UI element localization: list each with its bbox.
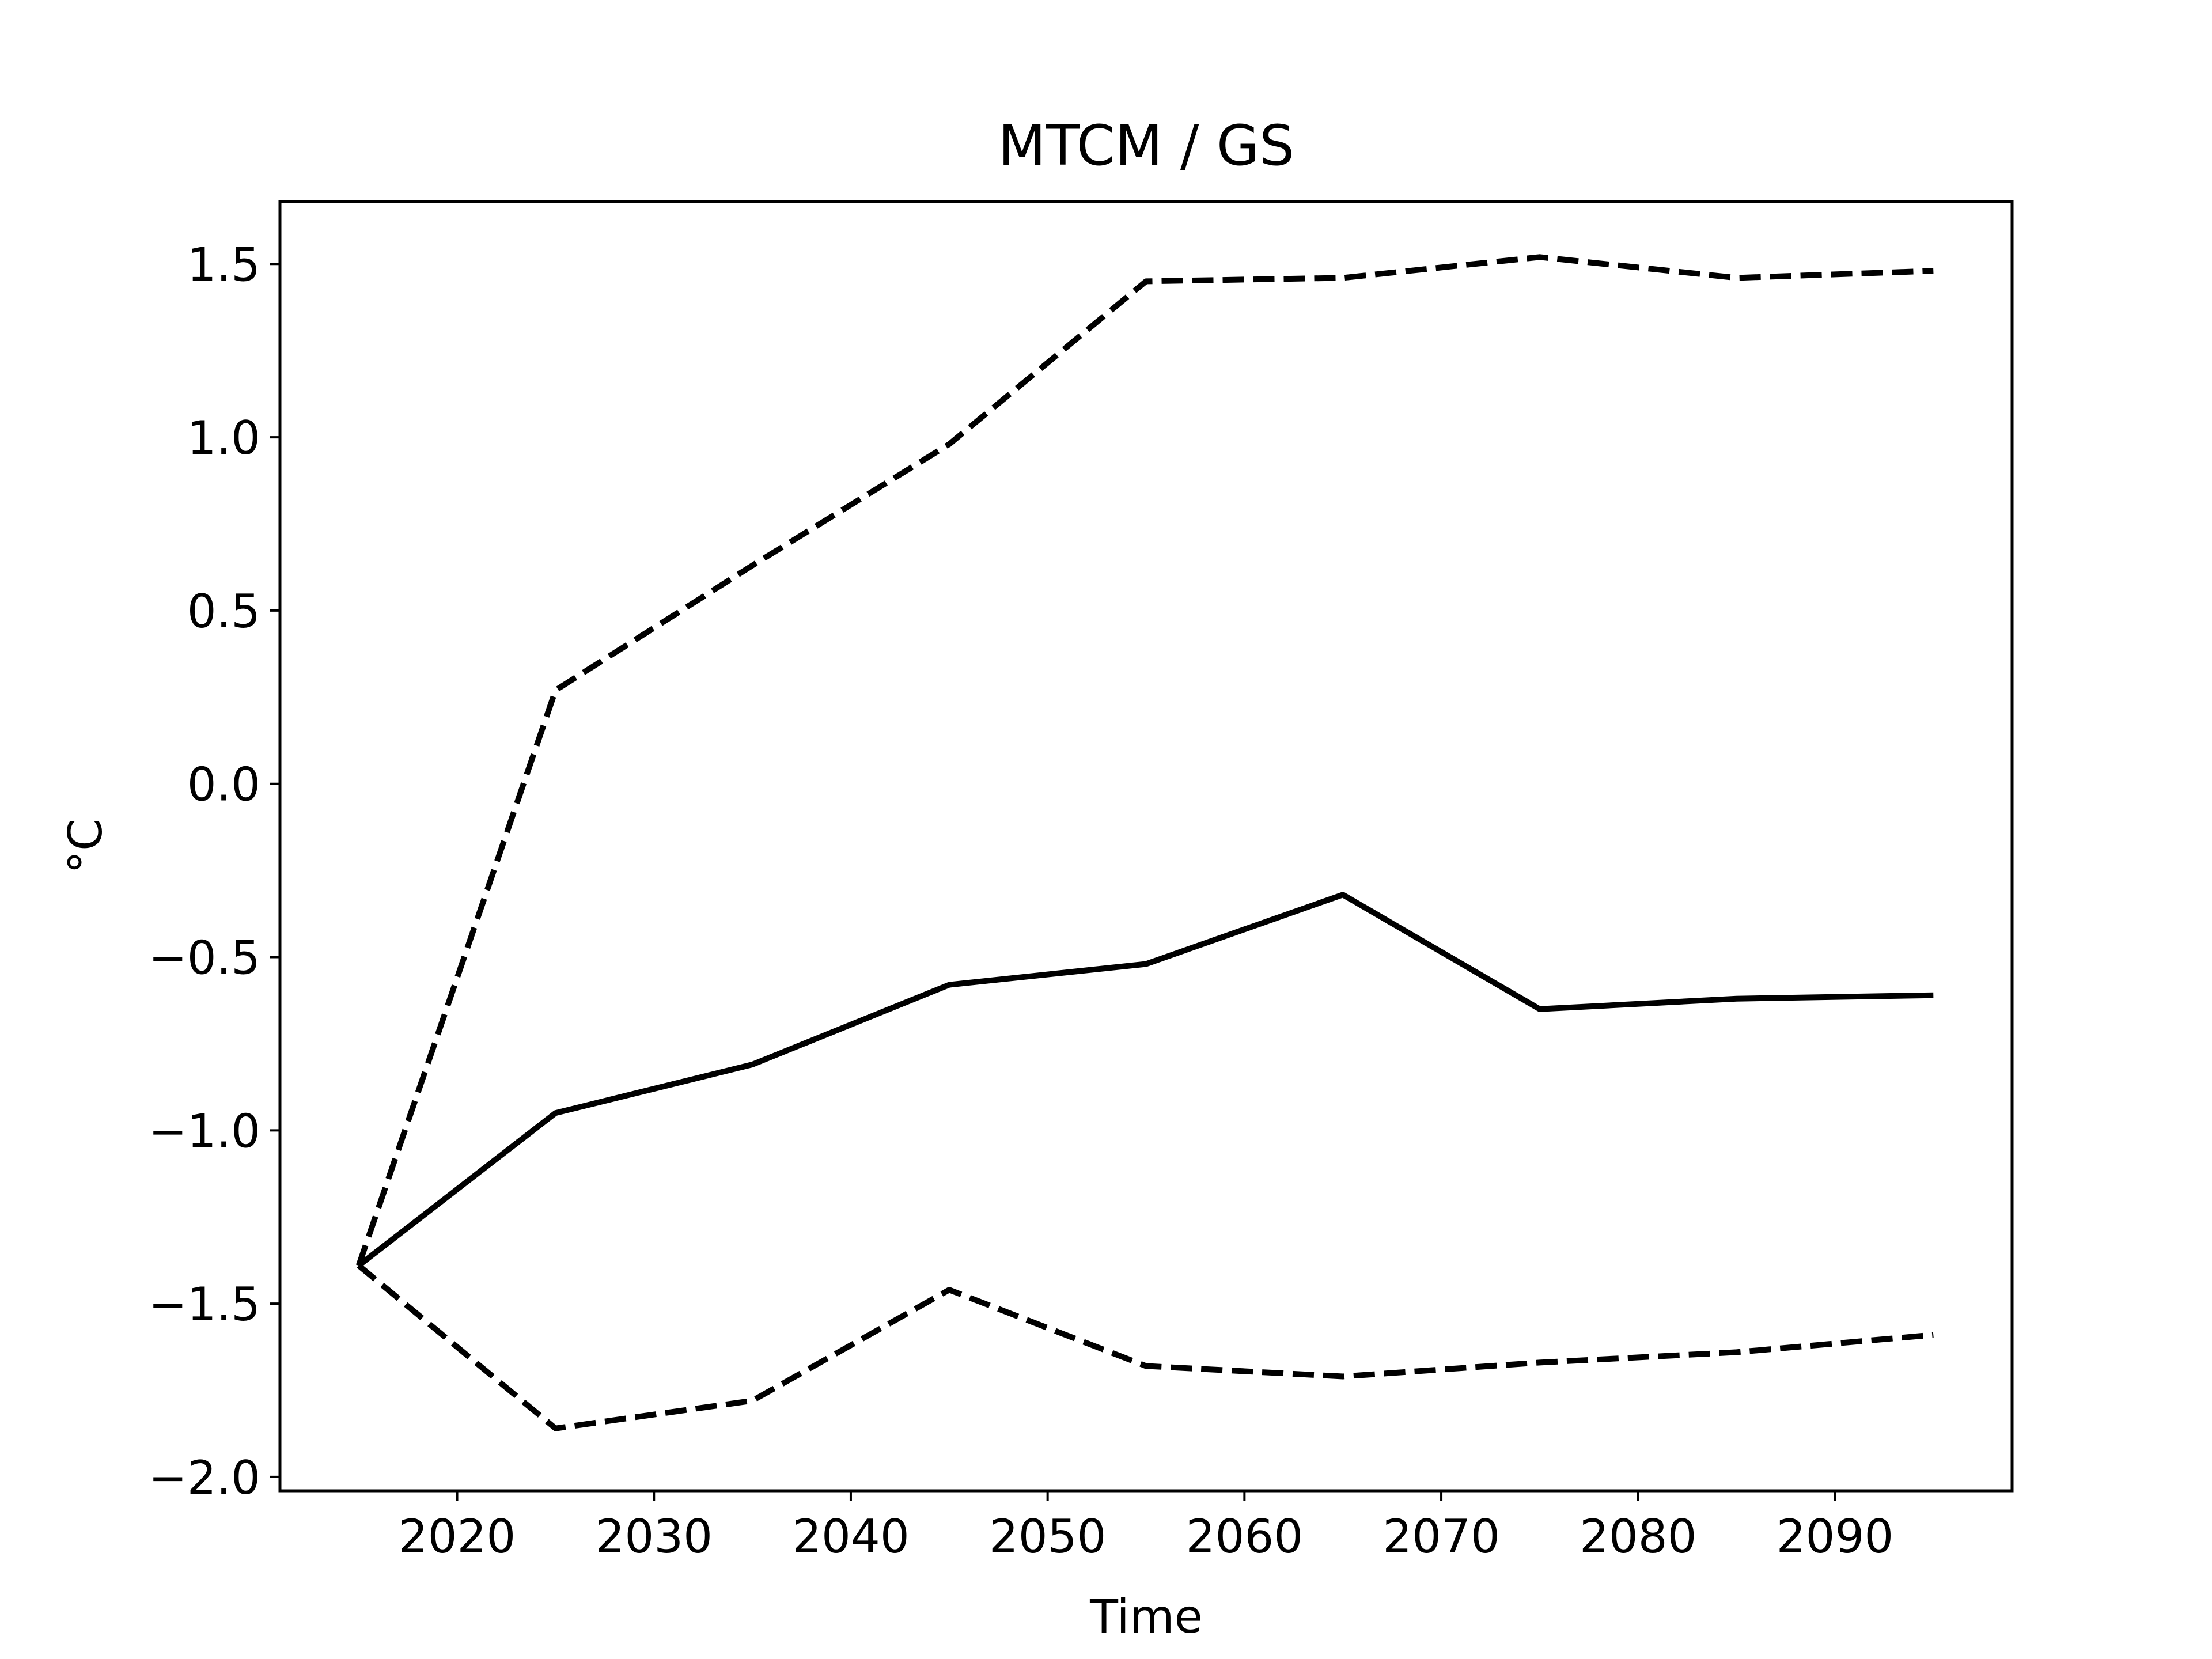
x-tick-label: 2060	[1186, 1510, 1304, 1563]
x-tick-label: 2070	[1382, 1510, 1500, 1563]
series-line-2	[357, 892, 1934, 1268]
series-line-1	[355, 254, 1934, 1267]
x-tick-label: 2080	[1580, 1510, 1697, 1563]
x-tick-label: 2090	[1777, 1510, 1894, 1563]
y-tick-label: 0.0	[187, 758, 260, 812]
y-tick-label: −1.0	[149, 1104, 260, 1158]
y-tick-label: 1.0	[187, 411, 260, 465]
y-tick-label: 0.5	[187, 585, 260, 638]
x-tick-label: 2050	[989, 1510, 1107, 1563]
series-line-3	[357, 1263, 1934, 1431]
y-axis-label: °C	[59, 819, 112, 874]
plot-frame	[278, 200, 2014, 1493]
y-tick-label: −1.5	[149, 1278, 260, 1331]
x-axis: 2020 2030 2040 2050 2060 2070 2080 2090	[399, 1491, 1894, 1563]
chart-title: MTCM / GS	[998, 113, 1294, 178]
y-tick-label: −2.0	[149, 1451, 260, 1505]
y-tick-label: −0.5	[149, 931, 260, 985]
series-layer	[355, 254, 1934, 1431]
x-tick-label: 2040	[792, 1510, 910, 1563]
x-axis-label: Time	[1089, 1590, 1203, 1643]
y-axis: −2.0 −1.5 −1.0 −0.5 0.0 0.5 1.0 1.5	[149, 238, 280, 1505]
x-tick-label: 2030	[595, 1510, 713, 1563]
x-tick-label: 2020	[399, 1510, 516, 1563]
y-tick-label: 1.5	[187, 238, 260, 291]
